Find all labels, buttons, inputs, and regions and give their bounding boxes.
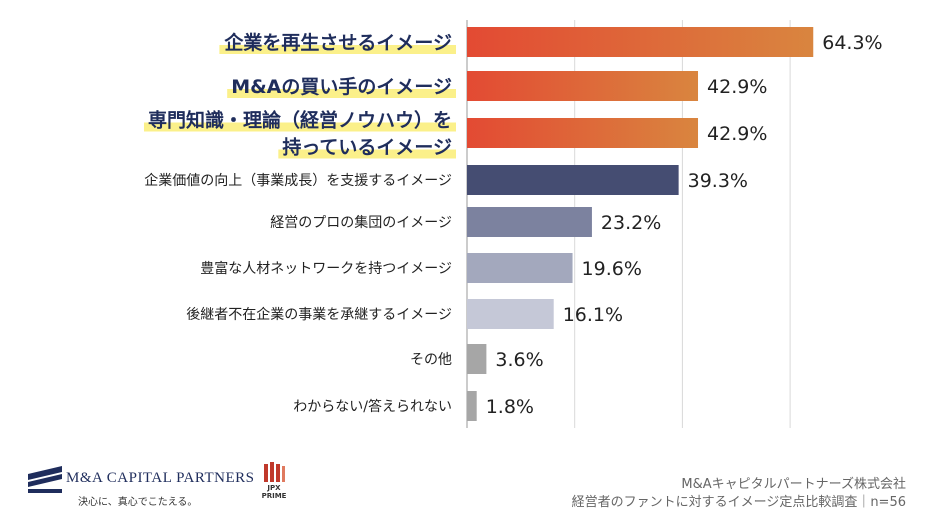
highlight-marker — [278, 149, 456, 159]
source-company: M&Aキャピタルパートナーズ株式会社 — [681, 477, 906, 492]
company-logo-text: M&A CAPITAL PARTNERS — [66, 470, 255, 486]
jpx-prime-badge: JPX PRIME — [258, 462, 290, 506]
value-label: 64.3% — [822, 32, 882, 54]
category-labels: 企業を再生させるイメージ M&Aの買い手のイメージ専門知識・理論（経営ノウハウ）を… — [143, 31, 456, 415]
category-label: M&Aの買い手のイメージ — [231, 75, 452, 98]
bars — [467, 27, 814, 421]
source-note: M&Aキャピタルパートナーズ株式会社 経営者のファントに対するイメージ定点比較調… — [572, 476, 906, 512]
bar — [467, 27, 814, 57]
bar — [467, 391, 477, 421]
category-label: 後継者不在企業の事業を承継するイメージ — [186, 306, 452, 323]
company-tagline: 決心に、真心でこたえる。 — [78, 497, 198, 508]
bar — [467, 344, 487, 374]
category-label: わからない/答えられない — [293, 398, 452, 415]
value-label: 23.2% — [601, 212, 661, 234]
highlight-marker — [219, 45, 456, 54]
bar — [467, 253, 573, 283]
bar — [467, 207, 592, 237]
prime-label: PRIME — [261, 492, 287, 500]
value-label: 16.1% — [563, 304, 623, 326]
value-label: 42.9% — [707, 76, 767, 98]
value-label: 3.6% — [495, 349, 543, 371]
source-survey: 経営者のファントに対するイメージ定点比較調査｜n=56 — [571, 495, 906, 510]
jpx-label: JPX — [267, 484, 281, 492]
category-label: 豊富な人材ネットワークを持つイメージ — [200, 260, 452, 277]
bar — [467, 71, 699, 101]
category-label: 専門知識・理論（経営ノウハウ）を — [148, 108, 452, 131]
jpx-badge-icon — [264, 462, 285, 482]
value-label: 42.9% — [707, 123, 767, 145]
value-label: 19.6% — [582, 258, 642, 280]
bar — [467, 299, 554, 329]
category-label: 企業を再生させるイメージ — [223, 31, 452, 54]
value-labels: 64.3% 42.9% 42.9% 39.3% 23.2% 19.6% 16.1% 3.6% 1… — [486, 32, 883, 418]
bar — [467, 118, 699, 148]
value-label: 39.3% — [688, 170, 748, 192]
category-label: 経営のプロの集団のイメージ — [270, 214, 452, 231]
value-label: 1.8% — [486, 396, 534, 418]
category-label: その他 — [410, 352, 452, 368]
highlight-marker — [227, 89, 456, 98]
bar-chart: 企業を再生させるイメージ M&Aの買い手のイメージ専門知識・理論（経営ノウハウ）を… — [143, 20, 883, 428]
highlight-marker — [143, 122, 456, 132]
company-logo-icon — [28, 466, 62, 493]
bar — [467, 165, 679, 195]
category-label: 企業価値の向上（事業成長）を支援するイメージ — [144, 172, 452, 189]
category-label: 持っているイメージ — [282, 135, 452, 158]
footer-branding: M&A CAPITAL PARTNERS 決心に、真心でこたえる。 JPX PR… — [28, 462, 328, 522]
